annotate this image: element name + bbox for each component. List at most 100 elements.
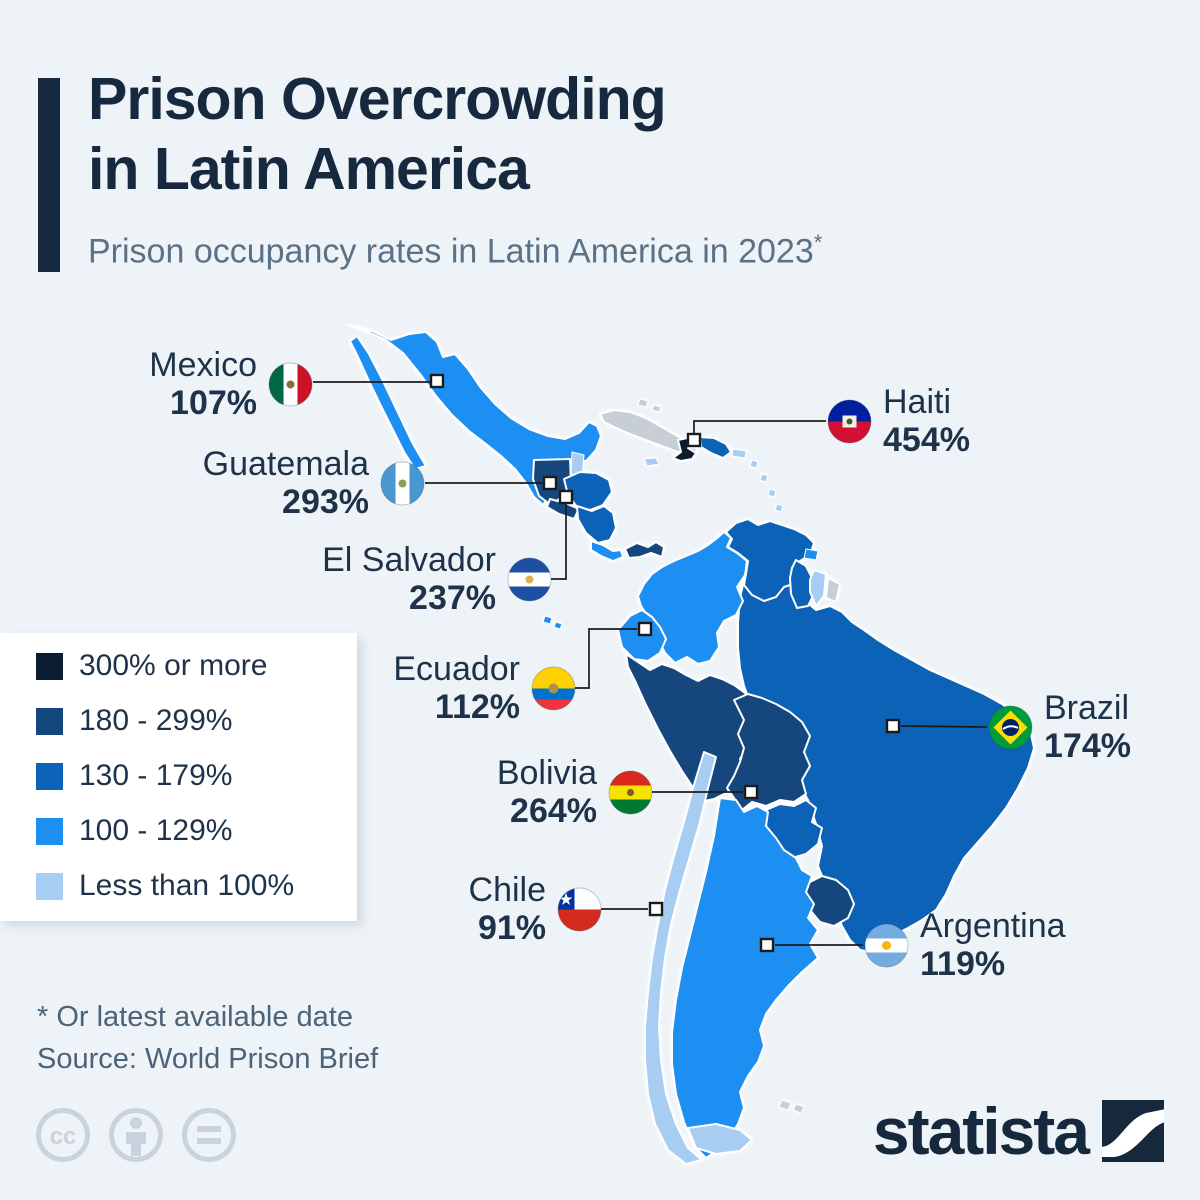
country-value: 112% [434,688,520,726]
country-value: 174% [1044,727,1131,765]
galapagos-region [553,621,563,630]
galapagos-region [542,615,553,625]
source-text: Source: World Prison Brief [37,1043,379,1075]
page-title: Prison Overcrowding in Latin America [88,64,667,204]
cc-license-icons: cc [35,1106,237,1169]
legend-item: Less than 100% [36,869,295,902]
legend-label: Less than 100% [79,869,295,902]
brazil-callout-line [900,725,988,728]
french-guiana-region [825,577,841,603]
mexico-map-marker [429,373,445,389]
legend-swatch [36,707,63,735]
ecuador-flag-icon [531,666,576,711]
country-name: Brazil [1044,689,1130,727]
puerto-rico-region [731,448,747,459]
svg-text:cc: cc [50,1123,77,1150]
callout-text: Guatemala 293% [203,445,369,521]
argentina-callout: Argentina 119% [864,907,1066,983]
country-name: Argentina [920,907,1066,945]
cc-icon [36,1108,90,1162]
falkland-islands-region [792,1103,805,1114]
haiti-map-marker [686,432,702,448]
panama-region [624,541,665,559]
guatemala-map-marker [542,475,558,491]
chile-callout: Chile 91% [469,871,602,947]
bolivia-map-marker [743,784,759,800]
callout-text: Ecuador 112% [393,650,520,726]
brazil-map-marker [885,718,901,734]
statista-logo-mark [1102,1100,1164,1162]
callout-text: Brazil 174% [1044,689,1131,765]
callout-text: Mexico 107% [149,346,257,422]
trinidad-tobago-region [803,548,819,561]
callout-text: Bolivia 264% [497,754,597,830]
lesser-antilles-region [767,488,777,498]
el-salvador-callout: El Salvador 237% [322,541,552,617]
argentina-region [671,797,819,1159]
guyana-region [789,559,815,609]
ecuador-callout: Ecuador 112% [393,650,576,726]
bolivia-flag-icon [608,770,653,815]
bahamas-region [637,398,649,408]
country-name: Mexico [149,346,257,384]
legend-item: 180 - 299% [36,704,233,737]
footnote-asterisk: * [813,230,823,255]
mexico-callout: Mexico 107% [149,346,313,422]
country-name: Chile [468,871,546,909]
title-accent-bar [38,78,60,272]
page-subtitle: Prison occupancy rates in Latin America … [88,230,823,271]
el-salvador-flag-icon [507,557,552,602]
country-value: 107% [170,384,257,422]
ecuador-map-marker [637,621,653,637]
legend-swatch [36,817,63,845]
legend: 300% or more 180 - 299% 130 - 179% 100 - 12… [0,633,357,921]
callout-text: El Salvador 237% [322,541,496,617]
legend-label: 130 - 179% [79,759,233,792]
haiti-flag-icon [827,399,872,444]
callout-text: Haiti 454% [883,383,970,459]
bolivia-region [726,693,811,811]
el-salvador-callout-line [551,504,567,580]
statista-logo: statista [873,1098,1164,1164]
legend-label: 100 - 129% [79,814,233,847]
footnote-block: * Or latest available date Source: World… [37,996,378,1080]
country-name: El Salvador [322,541,496,579]
legend-item: 300% or more [36,649,268,682]
legend-swatch [36,652,63,680]
country-value: 91% [477,909,546,947]
chile-flag-icon [557,887,602,932]
falkland-islands-region [778,1099,792,1111]
country-name: Bolivia [496,754,597,792]
dominican-republic-region [699,436,732,459]
cc-nd-icon [182,1108,236,1162]
brazil-callout: Brazil 174% [988,689,1131,765]
legend-label: 300% or more [79,649,268,682]
country-value: 119% [920,945,1006,983]
country-name: Guatemala [202,445,369,483]
argentina-flag-icon [864,923,909,968]
mexico-flag-icon [268,362,313,407]
mexico-region [349,335,427,470]
guatemala-callout: Guatemala 293% [203,445,425,521]
legend-swatch [36,872,63,900]
argentina-map-marker [759,937,775,953]
country-value: 264% [510,792,597,830]
legend-swatch [36,762,63,790]
haiti-callout-line [693,420,826,433]
legend-label: 180 - 299% [79,704,233,737]
colombia-region [637,531,748,665]
lesser-antilles-region [749,459,759,469]
chile-map-marker [648,901,664,917]
title-line-1: Prison Overcrowding [88,66,667,132]
footnote-text: * Or latest available date [37,1001,353,1033]
guatemala-flag-icon [380,461,425,506]
statista-wordmark: statista [872,1094,1090,1168]
haiti-callout: Haiti 454% [827,383,970,459]
callout-text: Chile 91% [469,871,546,947]
jamaica-region [643,457,660,467]
bolivia-callout: Bolivia 264% [497,754,653,830]
country-name: Ecuador [393,650,520,688]
brazil-flag-icon [988,705,1033,750]
country-value: 237% [409,579,496,617]
